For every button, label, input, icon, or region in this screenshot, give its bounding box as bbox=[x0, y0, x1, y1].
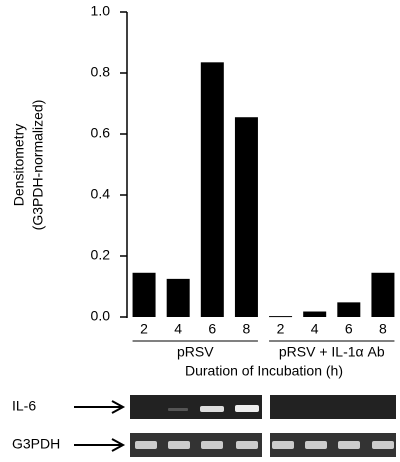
y-axis-label: Densitometry (G3PDH-normalized) bbox=[11, 100, 46, 231]
gel-band bbox=[236, 441, 258, 449]
y-tick-label: 0.8 bbox=[91, 64, 111, 80]
x-tick-label: 2 bbox=[140, 321, 148, 337]
arrows bbox=[74, 400, 126, 452]
gel-band bbox=[135, 441, 157, 449]
y-label-line: Densitometry bbox=[11, 124, 27, 206]
gel-band bbox=[235, 405, 259, 412]
gel-band bbox=[338, 441, 360, 449]
group-label: pRSV + IL-1α Ab bbox=[279, 344, 385, 360]
gel-band bbox=[272, 441, 294, 449]
gel-band bbox=[168, 408, 188, 411]
x-tick-label: 8 bbox=[243, 321, 251, 337]
x-tick-label: 6 bbox=[208, 321, 216, 337]
gel-label: IL-6 bbox=[12, 398, 36, 414]
bar bbox=[371, 272, 395, 317]
bar bbox=[166, 278, 190, 317]
bar bbox=[132, 272, 156, 317]
y-tick-label: 0.4 bbox=[91, 186, 111, 202]
gel-band bbox=[305, 441, 327, 449]
gel-label: G3PDH bbox=[12, 436, 60, 452]
y-tick-label: 0.0 bbox=[91, 308, 111, 324]
gel bbox=[130, 395, 396, 457]
bar bbox=[234, 117, 258, 317]
x-tick-label: 8 bbox=[379, 321, 387, 337]
gel-band bbox=[372, 441, 394, 449]
arrow bbox=[74, 400, 126, 414]
gel-band bbox=[200, 406, 224, 412]
y-label-line: (G3PDH-normalized) bbox=[30, 100, 46, 231]
gel-panel bbox=[270, 395, 396, 419]
gel-band bbox=[201, 441, 223, 449]
group-label: pRSV bbox=[177, 344, 214, 360]
arrow bbox=[74, 438, 126, 452]
x-tick-label: 6 bbox=[345, 321, 353, 337]
bar bbox=[337, 302, 361, 317]
y-tick-label: 0.2 bbox=[91, 247, 111, 263]
x-tick-label: 4 bbox=[174, 321, 182, 337]
y-tick-label: 0.6 bbox=[91, 125, 111, 141]
x-tick-label: 4 bbox=[311, 321, 319, 337]
gel-band bbox=[168, 441, 190, 449]
y-tick-label: 1.0 bbox=[91, 3, 111, 19]
bar bbox=[303, 311, 327, 317]
bar bbox=[200, 62, 224, 318]
bar bbox=[269, 316, 293, 318]
x-axis-label: Duration of Incubation (h) bbox=[185, 363, 343, 379]
x-tick-label: 2 bbox=[277, 321, 285, 337]
